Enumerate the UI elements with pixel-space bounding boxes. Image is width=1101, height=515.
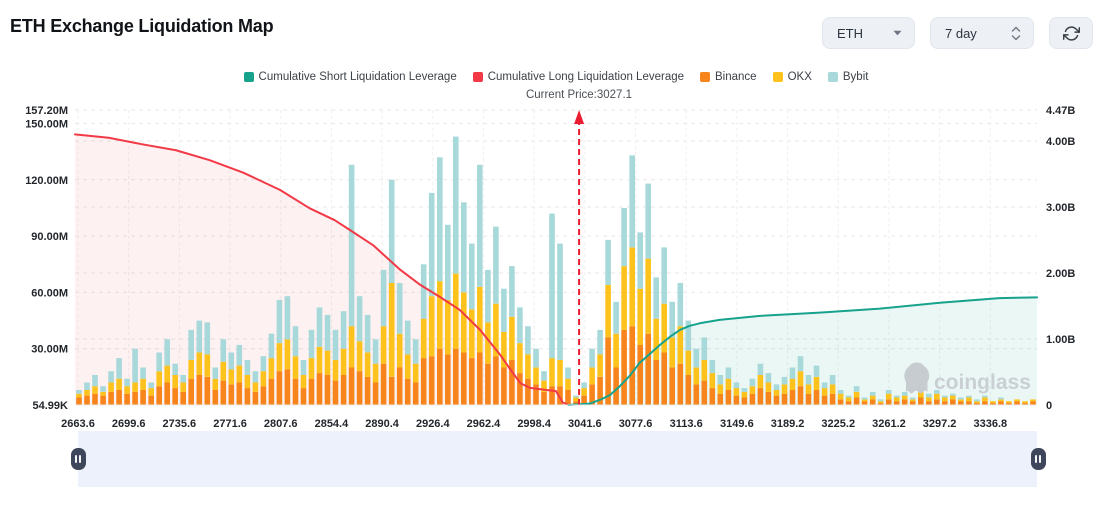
x-axis: 2663.6 2699.6 2735.6 2771.6 2807.6 2854.4 2890… — [61, 418, 1007, 430]
legend-swatch — [772, 72, 783, 82]
watermark-text: coinglass — [934, 371, 1031, 394]
x-tick-label: 3336.8 — [973, 418, 1007, 430]
symbol-select[interactable]: ETH — [822, 17, 915, 49]
legend-label: OKX — [787, 71, 812, 83]
liquidation-bars — [76, 136, 1036, 405]
x-tick-label: 3149.6 — [720, 418, 754, 430]
left-tick-label: 157.20M — [25, 105, 68, 117]
cumulative-long-line — [74, 133, 570, 406]
left-tick-label: 54.99K — [33, 400, 69, 412]
x-tick-label: 3225.2 — [821, 418, 855, 430]
legend-swatch — [243, 72, 254, 82]
x-tick-label: 2854.4 — [315, 418, 350, 430]
chart-range-slider[interactable] — [70, 431, 1046, 487]
legend-item-cumulative-short-liquidation-leverage[interactable]: Cumulative Short Liquidation Leverage — [243, 71, 457, 83]
legend-item-cumulative-long-liquidation-leverage[interactable]: Cumulative Long Liquidation Leverage — [472, 71, 685, 83]
cumulative-short-line — [567, 296, 1038, 406]
symbol-select-value: ETH — [837, 25, 863, 41]
stepper-icon — [1011, 26, 1021, 40]
period-select-value: 7 day — [945, 25, 977, 41]
slider-handle-right[interactable] — [1030, 448, 1046, 470]
left-tick-label: 60.00M — [31, 287, 68, 299]
x-tick-label: 3077.6 — [619, 418, 653, 430]
coinglass-watermark: coinglass — [904, 362, 1031, 394]
right-tick-label: 4.47B — [1046, 105, 1075, 117]
x-tick-label: 3297.2 — [923, 418, 957, 430]
refresh-icon — [1062, 25, 1080, 41]
right-tick-label: 4.00B — [1046, 136, 1075, 148]
legend-swatch — [700, 72, 711, 82]
left-tick-label: 150.00M — [25, 119, 68, 131]
x-tick-label: 2890.4 — [365, 418, 400, 430]
gridlines — [75, 109, 1037, 405]
x-tick-label: 2962.4 — [467, 418, 502, 430]
right-axis: 4.47B 4.00B 3.00B 2.00B 1.00B 0 — [1046, 105, 1075, 412]
x-tick-label: 2998.4 — [517, 418, 552, 430]
x-tick-label: 2699.6 — [112, 418, 146, 430]
x-tick-label: 3113.6 — [670, 418, 703, 430]
legend-label: Cumulative Short Liquidation Leverage — [258, 71, 457, 83]
right-tick-label: 1.00B — [1046, 334, 1075, 346]
header-controls: ETH 7 day — [822, 17, 1093, 49]
legend-swatch — [827, 72, 838, 82]
left-tick-label: 90.00M — [31, 231, 68, 243]
chart-legend: Cumulative Short Liquidation Leverage Cum… — [75, 71, 1037, 83]
page-title: ETH Exchange Liquidation Map — [10, 16, 274, 36]
legend-label: Cumulative Long Liquidation Leverage — [487, 71, 685, 83]
current-price-arrow — [574, 110, 585, 124]
legend-item-okx[interactable]: OKX — [772, 71, 812, 83]
x-tick-label: 2663.6 — [61, 418, 95, 430]
legend-item-binance[interactable]: Binance — [700, 71, 757, 83]
liquidation-chart[interactable]: 2663.6 2699.6 2735.6 2771.6 2807.6 2854.4 2890… — [0, 0, 1101, 442]
refresh-button[interactable] — [1049, 17, 1093, 49]
right-tick-label: 2.00B — [1046, 268, 1075, 280]
left-tick-label: 30.00M — [31, 344, 68, 356]
right-tick-label: 0 — [1046, 400, 1052, 412]
legend-label: Bybit — [842, 71, 869, 83]
current-price-label: Current Price:3027.1 — [525, 89, 633, 101]
legend-label: Binance — [715, 71, 757, 83]
x-tick-label: 3261.2 — [872, 418, 906, 430]
x-tick-label: 3041.6 — [568, 418, 602, 430]
legend-swatch — [472, 72, 483, 82]
chevron-down-icon — [893, 30, 902, 36]
x-tick-label: 3189.2 — [771, 418, 805, 430]
right-tick-label: 3.00B — [1046, 202, 1075, 214]
x-tick-label: 2926.4 — [416, 418, 451, 430]
x-tick-label: 2771.6 — [213, 418, 247, 430]
period-select[interactable]: 7 day — [930, 17, 1034, 49]
coinglass-logo-icon — [904, 362, 930, 394]
legend-item-bybit[interactable]: Bybit — [827, 71, 869, 83]
left-axis: 157.20M 150.00M 120.00M 90.00M 60.00M 30.00M 5… — [25, 105, 68, 412]
x-tick-label: 2807.6 — [264, 418, 298, 430]
x-tick-label: 2735.6 — [163, 418, 197, 430]
left-tick-label: 120.00M — [25, 175, 68, 187]
slider-handle-left[interactable] — [70, 448, 86, 470]
